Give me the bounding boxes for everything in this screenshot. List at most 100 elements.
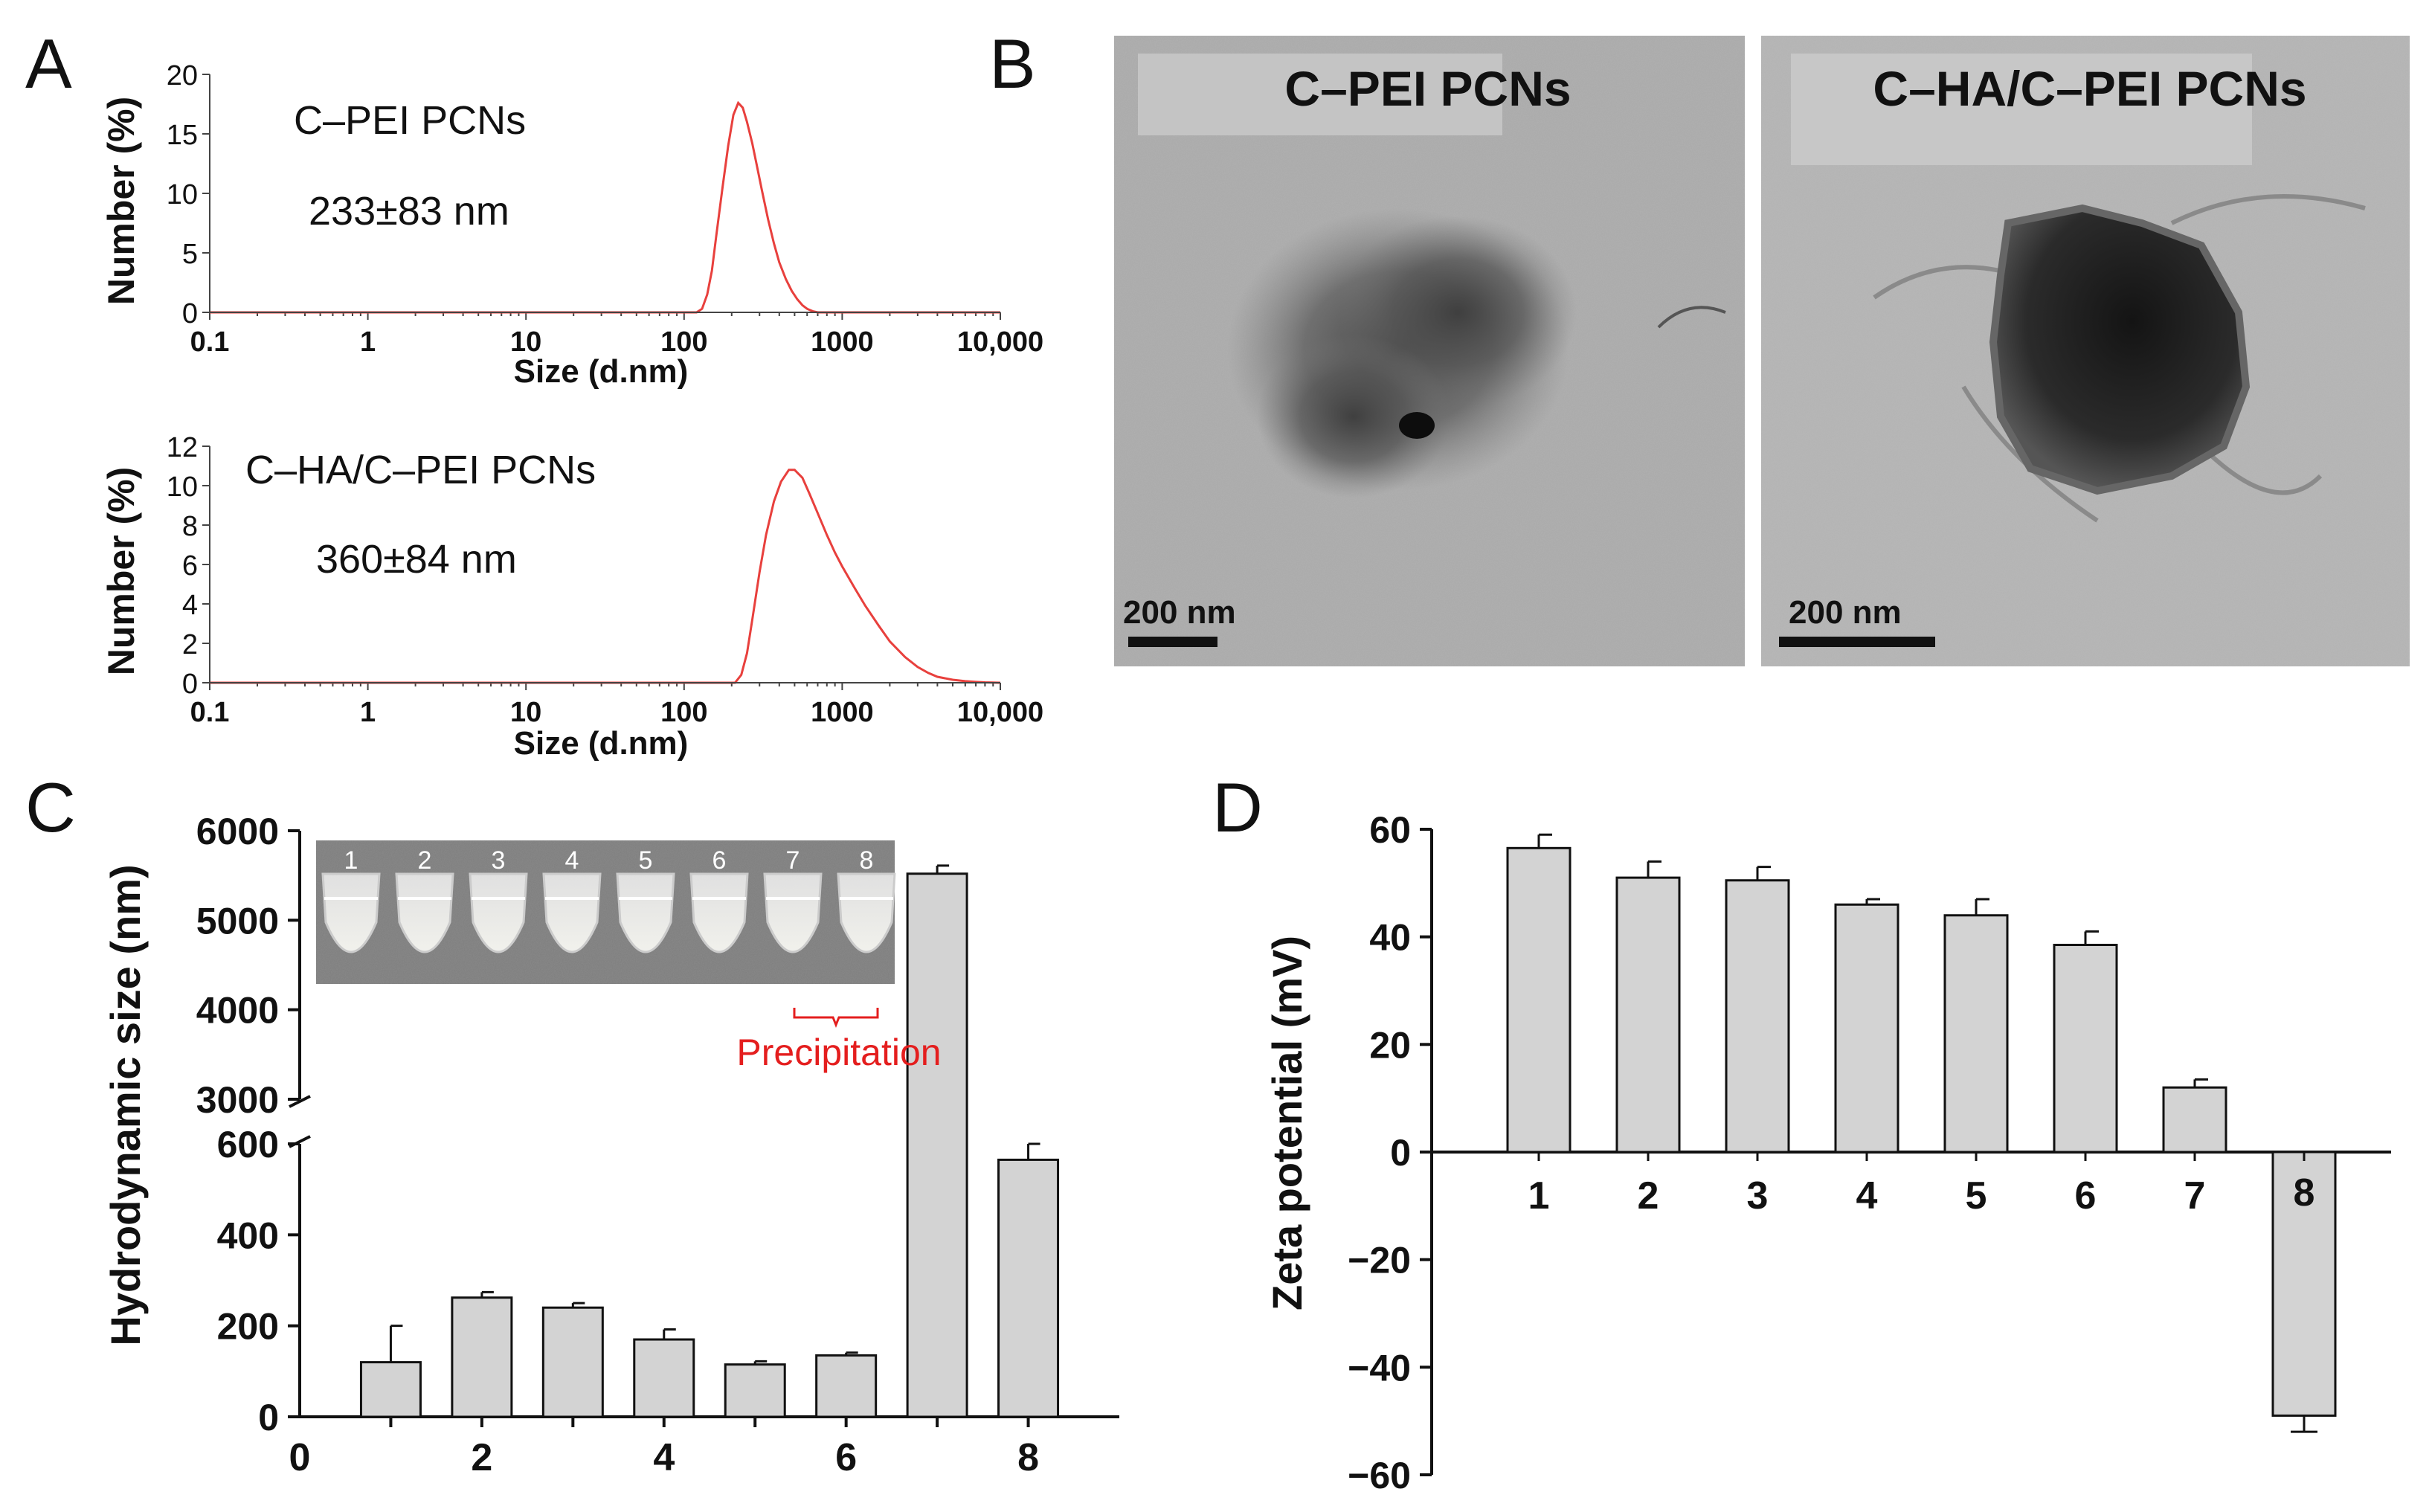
y-tick-label: 10 — [167, 472, 198, 503]
x-tick-label: 4 — [1856, 1174, 1878, 1217]
y-tick-label: −40 — [1348, 1347, 1411, 1389]
tube-label: 8 — [860, 846, 874, 875]
y-tick-label: −20 — [1348, 1240, 1411, 1281]
x-tick-label: 8 — [2294, 1171, 2315, 1215]
dls-top-size-value: 233±83 nm — [309, 189, 509, 234]
tem-right-scale-bar — [1779, 637, 1935, 647]
bar-sample-4 — [633, 1338, 695, 1418]
x-tick-label: 7 — [2184, 1174, 2206, 1217]
x-tick-label: 10,000 — [957, 697, 1043, 728]
y-tick-label: 400 — [217, 1215, 279, 1256]
zeta-potential-chart: 60 40 20 0 −20 −40 −60 1 2 3 4 5 6 7 8 Zeta potential … — [1264, 809, 2391, 1496]
dls-bottom-x-label: Size (d.nm) — [514, 725, 689, 762]
bar-sample-3 — [541, 1306, 604, 1418]
y-tick-label: 20 — [167, 60, 198, 91]
panel-label-b: B — [989, 25, 1036, 103]
dls-bottom-sample-name: C–HA/C–PEI PCNs — [245, 448, 596, 492]
x-tick-label: 1000 — [811, 326, 874, 358]
y-tick-label: 600 — [217, 1124, 279, 1165]
bar-sample-2 — [1615, 876, 1681, 1154]
y-tick-label: 2 — [182, 629, 198, 660]
tube-photo-inset: 1 2 3 4 5 6 7 8 — [316, 840, 896, 984]
panel-label-d: D — [1212, 768, 1263, 846]
dls-bottom-y-label: Number (%) — [100, 467, 142, 676]
hydro-y-label: Hydrodynamic size (nm) — [102, 864, 149, 1345]
dls-chart-bottom: 0 2 4 6 8 10 12 0.1 1 10 100 1000 10,000 C–HA/C–PEI … — [100, 432, 1043, 762]
x-tick-label: 8 — [1017, 1436, 1039, 1479]
bar-sample-5 — [724, 1363, 786, 1418]
x-tick-label: 3 — [1747, 1174, 1769, 1217]
x-tick-label: 1 — [360, 697, 376, 728]
bar-sample-7 — [906, 872, 968, 1418]
y-tick-label: 6000 — [196, 811, 279, 852]
x-tick-label: 100 — [660, 697, 707, 728]
dls-distribution-curve — [210, 100, 1000, 314]
zeta-y-label: Zeta potential (mV) — [1264, 936, 1310, 1310]
x-tick-label: 10 — [510, 326, 541, 358]
tube-6: 6 — [689, 846, 749, 953]
tube-1: 1 — [321, 846, 381, 953]
y-tick-label: 5 — [182, 239, 198, 270]
bar-sample-8 — [997, 1158, 1060, 1418]
tem-left-scale-bar — [1128, 637, 1217, 647]
bar-sample-6 — [815, 1354, 878, 1418]
dls-distribution-curve — [210, 469, 1001, 684]
y-tick-label: 15 — [167, 120, 198, 151]
y-tick-label: 0 — [258, 1397, 279, 1438]
x-tick-label: 2 — [471, 1436, 492, 1479]
bar-sample-5 — [1943, 914, 2009, 1154]
y-tick-label: 10 — [167, 179, 198, 210]
bar-sample-1 — [1506, 846, 1572, 1154]
bar-sample-2 — [451, 1296, 513, 1418]
y-tick-label: 0 — [182, 669, 198, 700]
tem-image-right: C–HA/C–PEI PCNs 200 nm — [1761, 36, 2410, 666]
x-tick-label: 5 — [1966, 1174, 1987, 1217]
y-tick-label: 4000 — [196, 990, 279, 1032]
x-tick-label: 1 — [1528, 1174, 1550, 1217]
y-tick-label: 20 — [1369, 1024, 1411, 1066]
x-tick-label: 4 — [653, 1436, 675, 1479]
tube-2: 2 — [395, 846, 454, 953]
x-tick-label: 2 — [1638, 1174, 1659, 1217]
x-tick-label: 6 — [2075, 1174, 2097, 1217]
tem-right-scale-label: 200 nm — [1789, 594, 1902, 631]
bar-sample-3 — [1725, 879, 1790, 1154]
y-tick-label: 60 — [1369, 809, 1411, 851]
x-tick-label: 100 — [660, 326, 707, 358]
axis-break-mark — [289, 1095, 311, 1108]
x-tick-label: 10,000 — [957, 326, 1043, 358]
tube-4: 4 — [542, 846, 602, 953]
y-tick-label: 5000 — [196, 900, 279, 942]
tube-label: 6 — [712, 846, 727, 875]
x-tick-label: 1 — [360, 326, 376, 358]
y-tick-label: 0 — [1390, 1132, 1411, 1174]
axis-break-mark — [289, 1135, 311, 1148]
tem-right-label: C–HA/C–PEI PCNs — [1873, 61, 2306, 116]
x-tick-label: 6 — [835, 1436, 857, 1479]
panel-label-c: C — [25, 768, 76, 846]
bar-sample-7 — [2162, 1086, 2227, 1154]
x-tick-label: 1000 — [811, 697, 874, 728]
y-tick-label: 8 — [182, 511, 198, 542]
dls-chart-top: 0 5 10 15 20 0.1 1 10 100 1000 10,000 C–PEI PCNs 2… — [100, 60, 1043, 390]
tube-7: 7 — [763, 846, 823, 953]
tube-label: 4 — [565, 846, 579, 875]
y-tick-label: 6 — [182, 550, 198, 582]
tube-3: 3 — [469, 846, 528, 953]
x-tick-label: 0 — [289, 1436, 311, 1479]
bar-sample-6 — [2053, 944, 2118, 1154]
y-tick-label: 200 — [217, 1306, 279, 1348]
y-tick-label: −60 — [1348, 1455, 1411, 1496]
precipitation-bracket: Precipitation — [736, 1008, 942, 1073]
dls-top-sample-name: C–PEI PCNs — [294, 98, 526, 143]
tem-image-left: C–PEI PCNs 200 nm — [1114, 36, 1745, 666]
x-tick-label: 0.1 — [190, 326, 230, 358]
x-tick-label: 0.1 — [190, 697, 230, 728]
tem-left-label: C–PEI PCNs — [1284, 61, 1571, 116]
dls-top-y-label: Number (%) — [100, 97, 142, 306]
y-tick-label: 0 — [182, 298, 198, 329]
y-tick-label: 4 — [182, 590, 198, 621]
bar-sample-1 — [359, 1361, 422, 1418]
